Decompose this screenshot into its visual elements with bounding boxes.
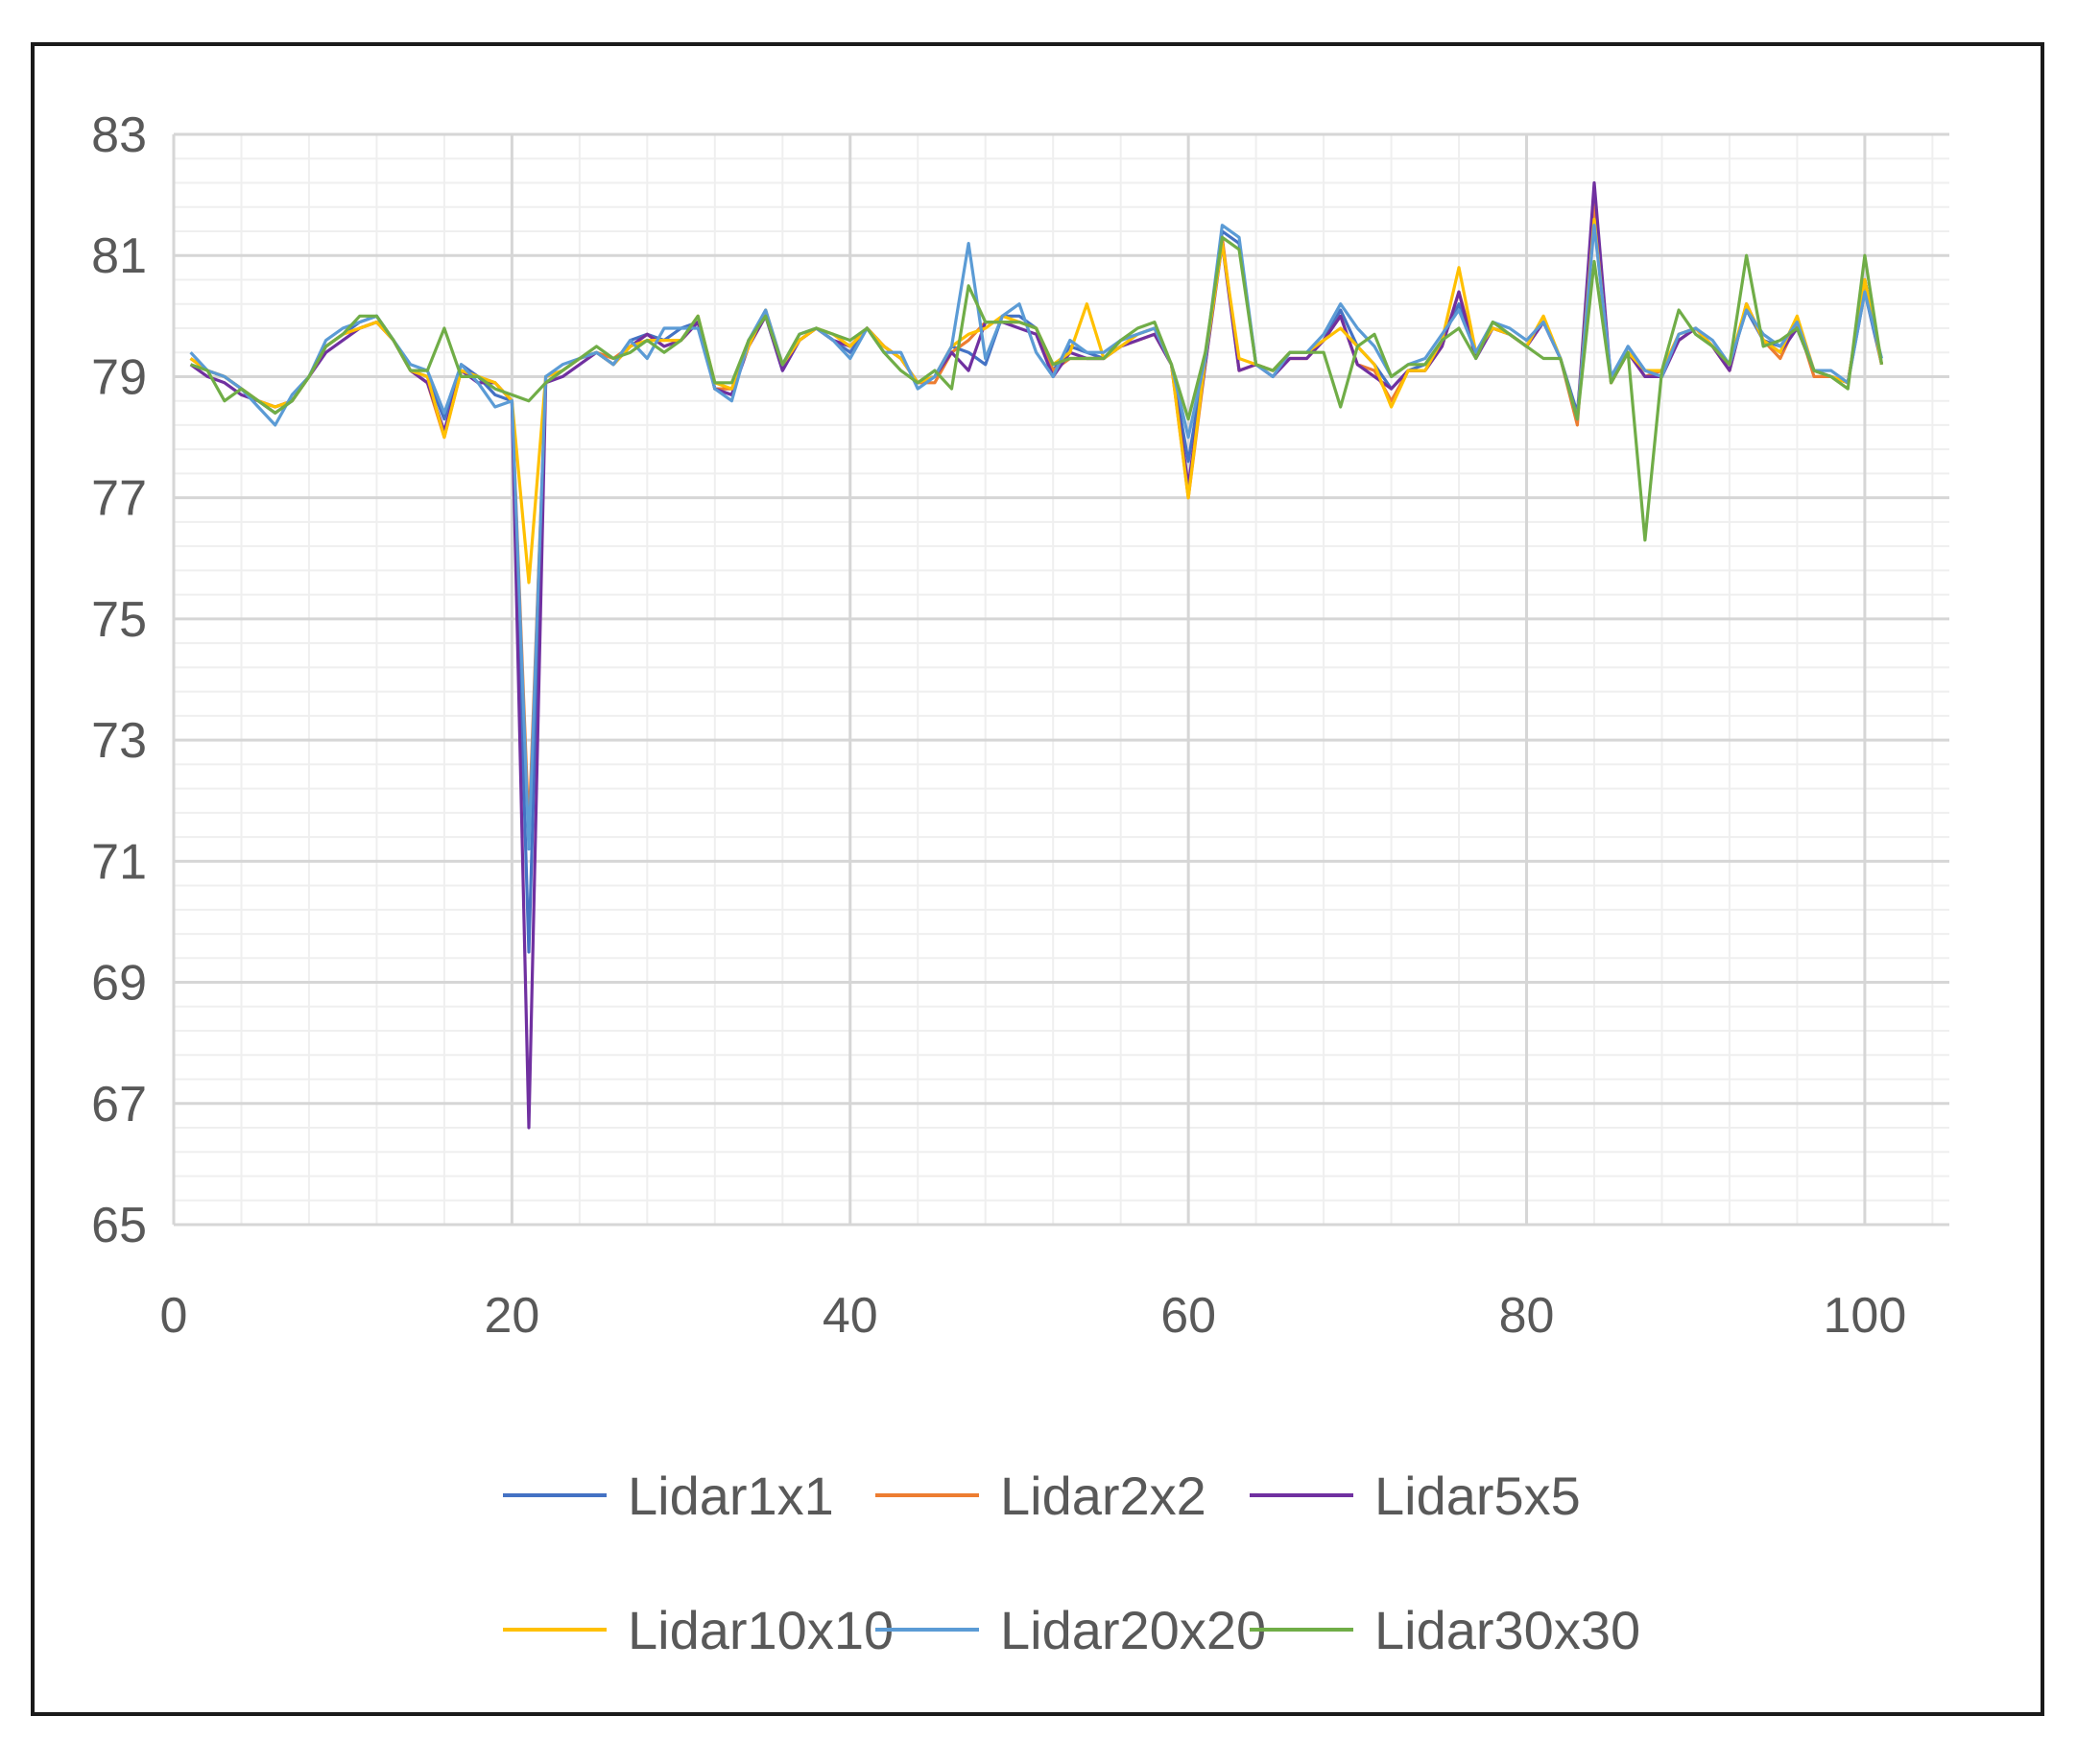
- x-tick-label: 100: [1824, 1288, 1907, 1344]
- series-lines: [189, 180, 1884, 1130]
- y-axis-ticks: 65 67 69 71 73 75 77 79 81 83: [91, 107, 147, 1253]
- y-tick-label: 83: [91, 107, 147, 163]
- y-tick-label: 69: [91, 956, 147, 1012]
- series-line-Lidar30x30: [190, 235, 1884, 542]
- legend: Lidar1x1 Lidar2x2 Lidar5x5 Lidar10x10 Lidar2…: [503, 1466, 1640, 1660]
- y-tick-label: 71: [91, 834, 147, 890]
- x-tick-label: 80: [1499, 1288, 1555, 1344]
- legend-label-Lidar2x2: Lidar2x2: [1000, 1466, 1206, 1526]
- x-tick-label: 40: [823, 1288, 878, 1344]
- legend-label-Lidar5x5: Lidar5x5: [1374, 1466, 1581, 1526]
- legend-label-Lidar1x1: Lidar1x1: [628, 1466, 834, 1526]
- x-tick-label: 20: [484, 1288, 539, 1344]
- line-chart: 65 67 69 71 73 75 77 79 81 83 0 20 40 60 80 100 Lidar1…: [91, 107, 1949, 1660]
- y-tick-label: 81: [91, 228, 147, 284]
- y-tick-label: 75: [91, 592, 147, 648]
- x-tick-label: 0: [160, 1288, 188, 1344]
- y-tick-label: 77: [91, 471, 147, 527]
- x-tick-label: 60: [1160, 1288, 1216, 1344]
- legend-label-Lidar10x10: Lidar10x10: [628, 1600, 894, 1660]
- x-axis-ticks: 0 20 40 60 80 100: [160, 1288, 1907, 1344]
- y-tick-label: 65: [91, 1198, 147, 1253]
- minor-grid: [173, 133, 1949, 1226]
- legend-label-Lidar20x20: Lidar20x20: [1000, 1600, 1266, 1660]
- legend-label-Lidar30x30: Lidar30x30: [1374, 1600, 1640, 1660]
- major-grid: [172, 132, 1949, 1227]
- figure-frame: 65 67 69 71 73 75 77 79 81 83 0 20 40 60 80 100 Lidar1…: [31, 42, 2044, 1716]
- y-tick-label: 79: [91, 349, 147, 405]
- y-tick-label: 67: [91, 1077, 147, 1132]
- y-tick-label: 73: [91, 713, 147, 769]
